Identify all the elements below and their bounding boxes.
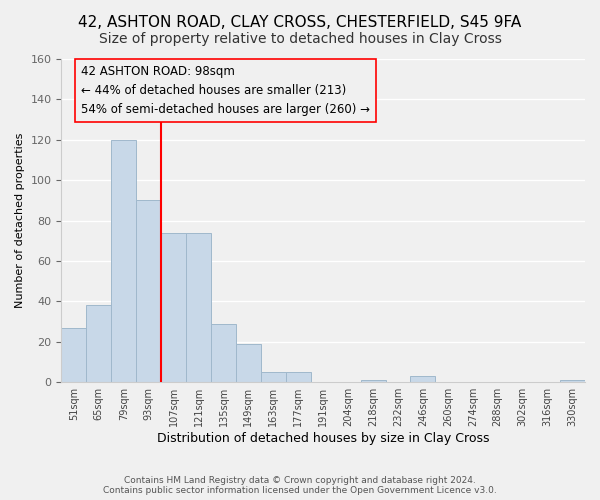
Bar	[61, 328, 86, 382]
Bar	[261, 372, 286, 382]
Bar	[560, 380, 585, 382]
Bar	[186, 232, 211, 382]
Bar	[286, 372, 311, 382]
Bar	[236, 344, 261, 382]
Bar	[161, 232, 186, 382]
X-axis label: Distribution of detached houses by size in Clay Cross: Distribution of detached houses by size …	[157, 432, 490, 445]
Bar	[111, 140, 136, 382]
Bar	[211, 324, 236, 382]
Text: 42 ASHTON ROAD: 98sqm
← 44% of detached houses are smaller (213)
54% of semi-det: 42 ASHTON ROAD: 98sqm ← 44% of detached …	[82, 65, 370, 116]
Bar	[136, 200, 161, 382]
Text: Size of property relative to detached houses in Clay Cross: Size of property relative to detached ho…	[98, 32, 502, 46]
Text: 42, ASHTON ROAD, CLAY CROSS, CHESTERFIELD, S45 9FA: 42, ASHTON ROAD, CLAY CROSS, CHESTERFIEL…	[79, 15, 521, 30]
Bar	[361, 380, 386, 382]
Bar	[410, 376, 436, 382]
Y-axis label: Number of detached properties: Number of detached properties	[15, 133, 25, 308]
Text: Contains HM Land Registry data © Crown copyright and database right 2024.
Contai: Contains HM Land Registry data © Crown c…	[103, 476, 497, 495]
Bar	[86, 306, 111, 382]
